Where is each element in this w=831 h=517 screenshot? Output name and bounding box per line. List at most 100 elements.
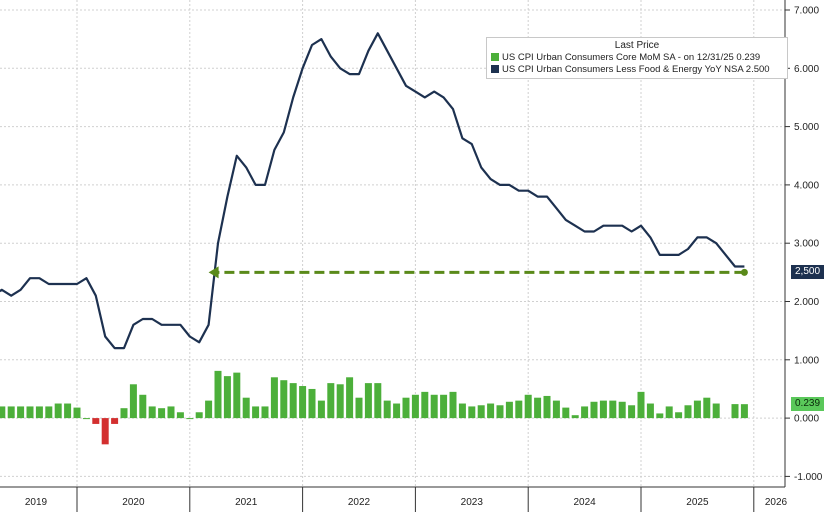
- x-tick-label: 2026: [765, 497, 788, 508]
- bar-core-mom: [54, 403, 62, 419]
- bar-core-mom: [17, 406, 25, 419]
- bar-core-mom: [524, 394, 532, 419]
- bar-core-mom: [675, 412, 683, 419]
- bar-core-mom: [355, 397, 363, 419]
- bar-core-mom: [656, 413, 664, 419]
- bar-core-mom: [552, 400, 560, 419]
- bar-core-mom: [299, 386, 307, 419]
- bar-last-value-badge: 0.239: [791, 397, 825, 411]
- bar-core-mom: [346, 377, 354, 419]
- bar-core-mom: [477, 405, 485, 419]
- bar-core-mom: [327, 383, 335, 419]
- bar-core-mom: [111, 418, 119, 424]
- bar-core-mom: [496, 405, 504, 419]
- bar-core-mom: [129, 384, 137, 419]
- bar-core-mom: [364, 383, 372, 419]
- bar-core-mom: [64, 403, 72, 419]
- x-tick-label: 2024: [573, 497, 596, 508]
- bar-core-mom: [543, 395, 551, 419]
- x-tick-label: 2025: [686, 497, 709, 508]
- bar-core-mom: [665, 406, 673, 419]
- bar-core-mom: [534, 397, 542, 419]
- bar-core-mom: [233, 372, 241, 419]
- bar-core-mom: [421, 391, 429, 419]
- bar-core-mom: [449, 391, 457, 419]
- line-core-yoy: [0, 32, 745, 350]
- bar-core-mom: [308, 388, 316, 419]
- bar-core-mom: [242, 397, 250, 419]
- bar-core-mom: [167, 406, 175, 419]
- bar-core-mom: [515, 400, 523, 419]
- bar-core-mom: [703, 397, 711, 419]
- bar-core-mom: [176, 412, 184, 419]
- bar-core-mom: [252, 406, 260, 419]
- bar-core-mom: [26, 406, 34, 419]
- bar-core-mom: [158, 408, 166, 419]
- bar-core-mom: [468, 406, 476, 419]
- bar-core-mom: [505, 401, 513, 419]
- bar-core-mom: [120, 408, 128, 419]
- bar-core-mom: [637, 391, 645, 419]
- bar-core-mom: [440, 394, 448, 419]
- bar-core-mom: [712, 403, 720, 419]
- bar-core-mom: [35, 406, 43, 419]
- bar-core-mom: [336, 384, 344, 419]
- bar-core-mom: [571, 415, 579, 419]
- y-tick-label: 7.000: [794, 6, 819, 17]
- y-tick-label: 2.000: [794, 297, 819, 308]
- bar-core-mom: [261, 406, 269, 419]
- x-tick-label: 2022: [348, 497, 371, 508]
- bar-core-mom: [411, 394, 419, 419]
- bar-core-mom: [562, 407, 570, 419]
- bar-core-mom: [205, 400, 213, 419]
- legend-item-core-yoy: US CPI Urban Consumers Less Food & Energ…: [491, 64, 770, 76]
- y-tick-label: 3.000: [794, 239, 819, 250]
- bar-core-mom: [223, 376, 231, 419]
- annotation-arrow-head: [208, 266, 219, 279]
- y-tick-label: 5.000: [794, 122, 819, 133]
- bar-core-mom: [458, 403, 466, 419]
- bar-core-mom: [317, 400, 325, 419]
- bar-core-mom: [101, 418, 109, 445]
- bar-core-mom: [195, 412, 203, 419]
- legend-header: Last Price: [614, 40, 660, 51]
- bar-core-mom: [45, 406, 53, 419]
- bar-core-mom: [402, 397, 410, 419]
- legend-swatch-core-yoy: [491, 65, 499, 73]
- x-tick-label: 2021: [235, 497, 258, 508]
- legend-label-core-yoy: US CPI Urban Consumers Less Food & Energ…: [502, 64, 770, 75]
- bar-core-mom: [92, 418, 100, 424]
- x-tick-label: 2019: [25, 497, 48, 508]
- bar-core-mom: [740, 404, 748, 419]
- legend-item-core-mom: US CPI Urban Consumers Core MoM SA - on …: [491, 52, 760, 64]
- bar-core-mom: [186, 418, 194, 420]
- bar-core-mom: [289, 383, 297, 419]
- bar-core-mom: [148, 406, 156, 419]
- bar-core-mom: [82, 418, 90, 420]
- bar-core-mom: [374, 383, 382, 419]
- legend-swatch-core-mom: [491, 53, 499, 61]
- bar-core-mom: [280, 380, 288, 419]
- bar-core-mom: [270, 377, 278, 419]
- line-last-value-badge: 2,500: [791, 265, 825, 279]
- y-tick-label: 1.000: [794, 355, 819, 366]
- y-tick-label: 4.000: [794, 180, 819, 191]
- bar-core-mom: [618, 401, 626, 419]
- bar-core-mom: [684, 405, 692, 419]
- x-tick-label: 2023: [461, 497, 484, 508]
- bar-core-mom: [73, 407, 81, 419]
- bar-core-mom: [7, 406, 15, 419]
- annotation-arrow-tail: [740, 268, 748, 276]
- bar-core-mom: [646, 403, 654, 419]
- bar-core-mom: [731, 404, 739, 419]
- bar-core-mom: [383, 400, 391, 419]
- legend-label-core-mom: US CPI Urban Consumers Core MoM SA - on …: [502, 52, 761, 63]
- bar-core-mom: [693, 400, 701, 419]
- bar-core-mom: [581, 406, 589, 419]
- x-tick-label: 2020: [122, 497, 145, 508]
- y-tick-label: -1.000: [794, 472, 823, 483]
- bar-core-mom: [609, 400, 617, 419]
- bar-core-mom: [0, 406, 6, 419]
